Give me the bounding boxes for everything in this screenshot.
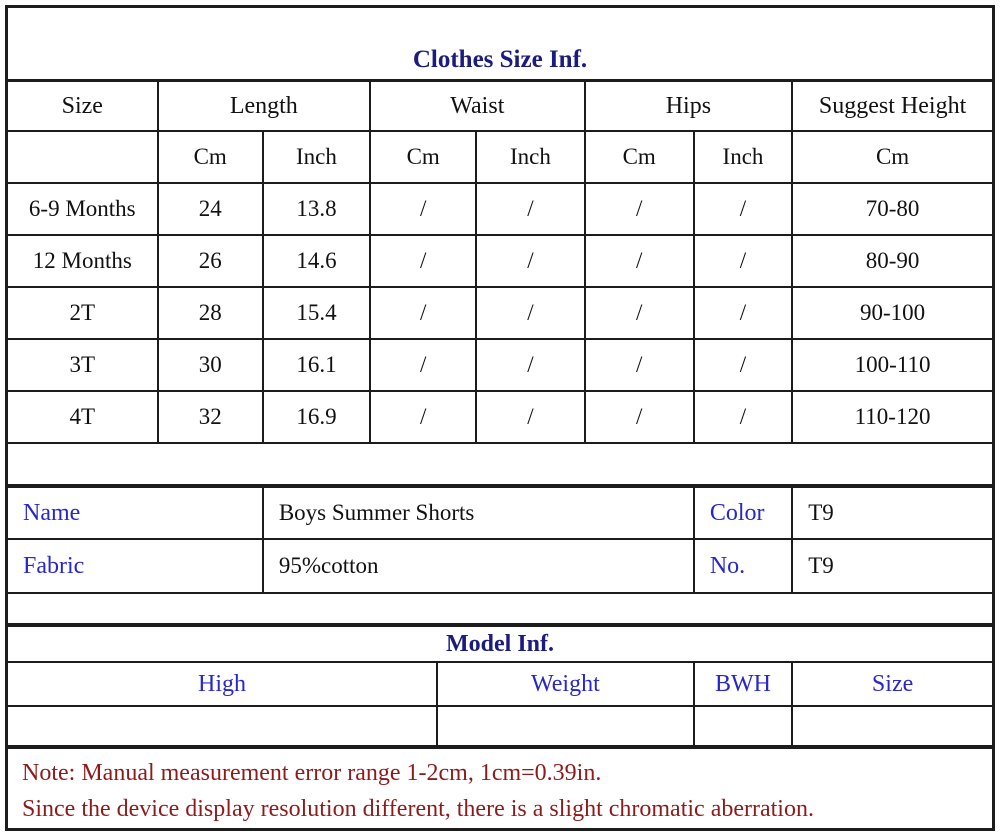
name-label: Name xyxy=(8,488,264,538)
waist-inch-cell: / xyxy=(477,392,586,442)
size-row-6-9-months: 6-9 Months 24 13.8 / / / / 70-80 xyxy=(8,184,992,236)
height-cell: 80-90 xyxy=(865,248,920,273)
height-cell: 90-100 xyxy=(859,300,926,325)
subheader-length-cm: Cm xyxy=(159,132,264,182)
model-header-row: High Weight BWH Size xyxy=(8,663,992,707)
spacer-row xyxy=(8,444,992,486)
subheader-waist-inch: Inch xyxy=(477,132,586,182)
size-cell: 2T xyxy=(8,288,159,338)
hips-inch-cell: / xyxy=(695,288,794,338)
spacer-row xyxy=(8,594,992,625)
fabric-value: 95%cotton xyxy=(264,540,695,592)
size-table-header-row: Size Length Waist Hips Suggest Height xyxy=(8,82,992,132)
column-header-suggest-height: Suggest Height xyxy=(818,92,967,119)
subheader-waist-cm: Cm xyxy=(371,132,478,182)
column-header-length: Length xyxy=(159,82,372,130)
fabric-label: Fabric xyxy=(8,540,264,592)
column-header-hips: Hips xyxy=(586,82,794,130)
note-box: Note: Manual measurement error range 1-2… xyxy=(8,747,992,828)
no-label: No. xyxy=(695,540,794,592)
color-label: Color xyxy=(695,488,794,538)
model-values-row xyxy=(8,707,992,747)
size-row-3t: 3T 30 16.1 / / / / 100-110 xyxy=(8,340,992,392)
model-title-row: Model Inf. xyxy=(8,625,992,663)
model-info-title: Model Inf. xyxy=(446,630,554,657)
model-value-bwh xyxy=(695,707,794,745)
subheader-hips-inch: Inch xyxy=(695,132,794,182)
waist-inch-cell: / xyxy=(477,340,586,390)
name-value: Boys Summer Shorts xyxy=(264,488,695,538)
size-cell: 12 Months xyxy=(8,236,159,286)
hips-cm-cell: / xyxy=(586,340,695,390)
length-inch-cell: 13.8 xyxy=(264,184,372,234)
model-value-size xyxy=(793,707,992,745)
waist-cm-cell: / xyxy=(371,340,478,390)
waist-cm-cell: / xyxy=(371,288,478,338)
size-row-12-months: 12 Months 26 14.6 / / / / 80-90 xyxy=(8,236,992,288)
length-inch-cell: 15.4 xyxy=(264,288,372,338)
waist-cm-cell: / xyxy=(371,184,478,234)
no-value: T9 xyxy=(808,553,834,578)
length-inch-cell: 16.1 xyxy=(264,340,372,390)
length-inch-cell: 16.9 xyxy=(264,392,372,442)
subheader-height-cm: Cm xyxy=(875,144,910,169)
height-cell: 100-110 xyxy=(854,352,931,377)
subheader-empty-cell xyxy=(8,132,159,182)
hips-cm-cell: / xyxy=(586,288,695,338)
size-table-title-row: Clothes Size Inf. xyxy=(8,8,992,82)
hips-inch-cell: / xyxy=(695,184,794,234)
hips-inch-cell: / xyxy=(695,392,794,442)
length-inch-cell: 14.6 xyxy=(264,236,372,286)
waist-inch-cell: / xyxy=(477,288,586,338)
size-cell: 4T xyxy=(8,392,159,442)
model-header-high: High xyxy=(8,663,438,705)
waist-cm-cell: / xyxy=(371,236,478,286)
size-cell: 3T xyxy=(8,340,159,390)
note-line-2: Since the device display resolution diff… xyxy=(22,796,814,822)
note-line-1: Note: Manual measurement error range 1-2… xyxy=(22,760,602,786)
product-fabric-row: Fabric 95%cotton No. T9 xyxy=(8,540,992,594)
spacer-cell xyxy=(8,594,992,623)
size-row-2t: 2T 28 15.4 / / / / 90-100 xyxy=(8,288,992,340)
length-cm-cell: 32 xyxy=(159,392,264,442)
model-value-high xyxy=(8,707,438,745)
product-name-row: Name Boys Summer Shorts Color T9 xyxy=(8,486,992,540)
column-header-waist: Waist xyxy=(371,82,586,130)
column-header-size: Size xyxy=(8,82,159,130)
waist-inch-cell: / xyxy=(477,236,586,286)
length-cm-cell: 30 xyxy=(159,340,264,390)
waist-inch-cell: / xyxy=(477,184,586,234)
hips-inch-cell: / xyxy=(695,340,794,390)
length-cm-cell: 26 xyxy=(159,236,264,286)
hips-cm-cell: / xyxy=(586,392,695,442)
model-header-weight: Weight xyxy=(438,663,695,705)
size-row-4t: 4T 32 16.9 / / / / 110-120 xyxy=(8,392,992,444)
length-cm-cell: 24 xyxy=(159,184,264,234)
model-header-size: Size xyxy=(871,670,914,697)
length-cm-cell: 28 xyxy=(159,288,264,338)
height-cell: 70-80 xyxy=(865,196,920,221)
waist-cm-cell: / xyxy=(371,392,478,442)
hips-cm-cell: / xyxy=(586,184,695,234)
subheader-hips-cm: Cm xyxy=(586,132,695,182)
spacer-cell xyxy=(8,444,992,484)
size-table-units-row: Cm Inch Cm Inch Cm Inch Cm xyxy=(8,132,992,184)
subheader-length-inch: Inch xyxy=(264,132,372,182)
height-cell: 110-120 xyxy=(854,404,931,429)
hips-cm-cell: / xyxy=(586,236,695,286)
model-value-weight xyxy=(438,707,695,745)
model-header-bwh: BWH xyxy=(695,663,794,705)
size-table-title: Clothes Size Inf. xyxy=(412,46,588,73)
hips-inch-cell: / xyxy=(695,236,794,286)
size-chart-sheet: Clothes Size Inf. Size Length Waist Hips… xyxy=(5,5,995,831)
color-value: T9 xyxy=(808,500,834,525)
size-cell: 6-9 Months xyxy=(8,184,159,234)
